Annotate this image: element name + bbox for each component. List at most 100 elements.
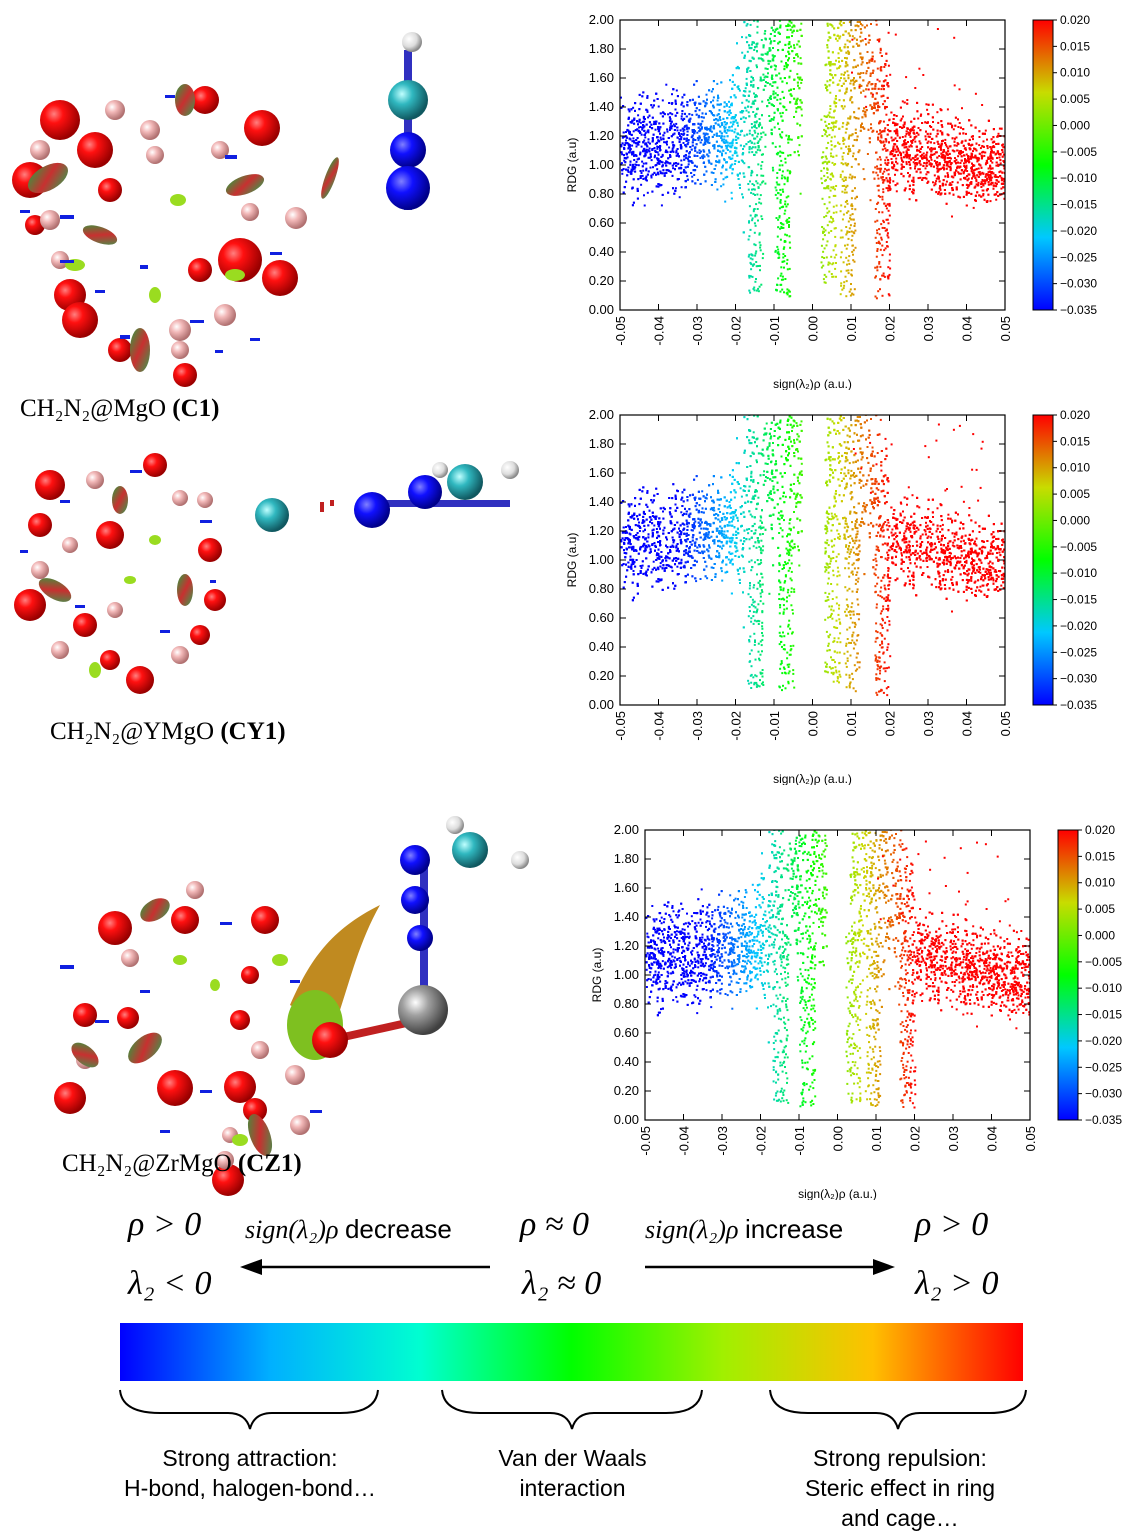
colorbar-tick-label: 0.000: [1060, 513, 1090, 527]
region-repulsion-text: Strong repulsion: Steric effect in ring …: [804, 1445, 996, 1531]
x-tick-label: -0.05: [638, 1126, 653, 1156]
colorbar-tick-label: −0.030: [1060, 277, 1097, 291]
zrmgo-cluster-cz1: [54, 881, 380, 1196]
y-axis-label: RDG (a.u): [565, 533, 579, 588]
x-tick-label: 0.00: [806, 711, 821, 736]
colorbar: [1032, 19, 1054, 311]
y-tick-label: 2.00: [614, 822, 639, 837]
y-tick-label: 1.20: [589, 523, 614, 538]
y-tick-label: 2.00: [589, 12, 614, 27]
rho-left-top: ρ > 0: [128, 1206, 202, 1243]
caption-cy1: CH₂N₂@YMgO (CY1): [50, 718, 286, 745]
lambda-right-bottom: λ₂ > 0: [915, 1265, 999, 1302]
colorbar-tick-label: 0.010: [1060, 66, 1090, 80]
y-tick-label: 0.20: [589, 273, 614, 288]
y-tick-label: 1.60: [589, 465, 614, 480]
rdg-scatter-plot-cz1: 0.00 0.20 0.40 0.60 0.80 1.00 1.20 1.40 1.60 1.80…: [590, 822, 1122, 1200]
x-tick-label: 0.03: [921, 316, 936, 341]
y-tick-label: 0.00: [614, 1112, 639, 1127]
x-axis-label: sign(λ₂)ρ (a.u.): [773, 377, 852, 390]
region-vdw-text: Van der Waals interaction: [498, 1445, 647, 1501]
colorbar-tick-label: −0.015: [1060, 593, 1097, 607]
x-tick-label: -0.01: [792, 1126, 807, 1156]
colorbar-tick-label: −0.020: [1060, 224, 1097, 238]
y-tick-label: 1.40: [589, 99, 614, 114]
colorbar-tick-label: −0.030: [1085, 1087, 1122, 1101]
colorbar-tick-label: −0.005: [1060, 145, 1097, 159]
y-axis-label: RDG (a.u): [590, 948, 604, 1003]
x-tick-label: -0.01: [767, 711, 782, 741]
colorbar-tick-label: −0.005: [1085, 955, 1122, 969]
colorbar-tick-label: −0.035: [1085, 1113, 1122, 1127]
y-tick-label: 0.20: [589, 668, 614, 683]
y-tick-label: 1.60: [589, 70, 614, 85]
arrow-left-icon: [240, 1259, 490, 1275]
colorbar-tick-label: 0.015: [1060, 39, 1090, 53]
color-scale-strip: [120, 1323, 1023, 1381]
direction-arrows: [240, 1259, 895, 1275]
y-tick-label: 0.00: [589, 697, 614, 712]
y-tick-label: 0.60: [614, 1025, 639, 1040]
y-tick-label: 1.20: [614, 938, 639, 953]
colorbar: [1032, 414, 1054, 706]
x-tick-label: 0.03: [921, 711, 936, 736]
x-tick-label: -0.04: [677, 1126, 692, 1156]
colorbar-tick-label: 0.020: [1060, 408, 1090, 422]
y-tick-label: 1.00: [614, 967, 639, 982]
x-tick-label: 0.01: [844, 711, 859, 736]
x-tick-label: 0.03: [946, 1126, 961, 1151]
colorbar-tick-label: 0.000: [1060, 118, 1090, 132]
colorbar-tick-label: 0.015: [1060, 434, 1090, 448]
colorbar-tick-label: −0.020: [1060, 619, 1097, 633]
y-tick-label: 1.60: [614, 880, 639, 895]
colorbar-tick-label: −0.015: [1085, 1008, 1122, 1022]
colorbar-tick-label: 0.000: [1085, 928, 1115, 942]
x-tick-label: 0.02: [908, 1126, 923, 1151]
y-tick-label: 1.40: [589, 494, 614, 509]
y-tick-label: 0.80: [589, 186, 614, 201]
colorbar-tick-label: −0.025: [1060, 250, 1097, 264]
y-tick-label: 1.40: [614, 909, 639, 924]
colorbar-tick-label: 0.020: [1085, 823, 1115, 837]
region-braces: [119, 1389, 1027, 1430]
x-tick-label: -0.04: [652, 316, 667, 346]
y-tick-label: 0.00: [589, 302, 614, 317]
y-tick-label: 1.20: [589, 128, 614, 143]
y-tick-label: 0.80: [589, 581, 614, 596]
colorbar-tick-label: −0.010: [1085, 981, 1122, 995]
x-tick-label: -0.03: [715, 1126, 730, 1156]
x-tick-label: -0.03: [690, 316, 705, 346]
caption-c1: CH₂N₂@MgO (C1): [20, 395, 220, 422]
x-tick-label: 0.04: [960, 711, 975, 736]
scatter-points: [645, 830, 1030, 1109]
zero-gap: [831, 830, 844, 990]
rho-center-top: ρ ≈ 0: [520, 1206, 589, 1243]
zero-gap: [806, 415, 819, 575]
molecule-cy1-image: [14, 453, 519, 694]
increase-label: sign(λ₂)ρ increase: [645, 1214, 844, 1244]
scatter-points: [620, 415, 1005, 697]
colorbar-tick-label: −0.010: [1060, 171, 1097, 185]
y-tick-label: 1.80: [589, 41, 614, 56]
y-tick-label: 0.80: [614, 996, 639, 1011]
x-axis-label: sign(λ₂)ρ (a.u.): [798, 1187, 877, 1200]
diazomethane-molecule-cz1: [312, 816, 529, 1058]
y-axis-label: RDG (a.u): [565, 138, 579, 193]
x-tick-label: -0.01: [767, 316, 782, 346]
colorbar-tick-label: 0.010: [1060, 461, 1090, 475]
x-tick-label: -0.02: [729, 711, 744, 741]
ymgo-cluster-cy1: [14, 453, 226, 694]
zero-gap: [806, 20, 819, 180]
brace-attraction: [119, 1389, 379, 1430]
y-tick-label: 1.00: [589, 157, 614, 172]
y-tick-label: 0.40: [589, 244, 614, 259]
y-tick-label: 2.00: [589, 407, 614, 422]
colorbar: [1057, 829, 1079, 1121]
x-tick-label: 0.00: [806, 316, 821, 341]
y-tick-label: 1.00: [589, 552, 614, 567]
y-tick-label: 1.80: [614, 851, 639, 866]
arrow-right-icon: [645, 1259, 895, 1275]
colorbar-tick-label: −0.010: [1060, 566, 1097, 580]
y-tick-label: 0.60: [589, 215, 614, 230]
x-tick-label: -0.03: [690, 711, 705, 741]
